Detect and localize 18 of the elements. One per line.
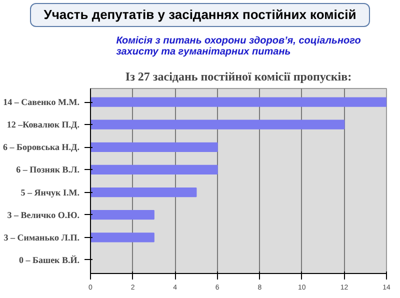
bar <box>90 232 154 242</box>
bar <box>90 210 154 220</box>
y-tick-label: 0 – Башек В.Й. <box>19 254 80 265</box>
chart-title: Участь депутатів у засіданнях постійних комісій <box>30 3 370 27</box>
y-tick-label: 3 – Симанько Л.П. <box>4 232 80 242</box>
bar <box>90 187 197 198</box>
y-tick-label: 3 – Величко О.Ю. <box>7 210 80 220</box>
y-tick-label: 14 – Савенко М.М. <box>3 97 80 108</box>
bar <box>90 120 345 130</box>
y-tick-label: 6 – Боровська Н.Д. <box>3 142 80 152</box>
chart-subtitle: Комісія з питань охорони здоров’я, соціального захисту та гуманітарних питань <box>116 36 361 58</box>
bar <box>90 97 386 107</box>
y-tick-label: 5 – Янчук І.М. <box>20 187 80 198</box>
bar <box>90 142 218 152</box>
bar <box>90 164 218 175</box>
text: Із 27 засідань постійної комісії пропусків: <box>125 70 352 84</box>
y-tick-label: 6 – Позняк В.Л. <box>16 164 80 175</box>
y-tick-label: 12 –Ковалюк П.Д. <box>6 120 80 130</box>
